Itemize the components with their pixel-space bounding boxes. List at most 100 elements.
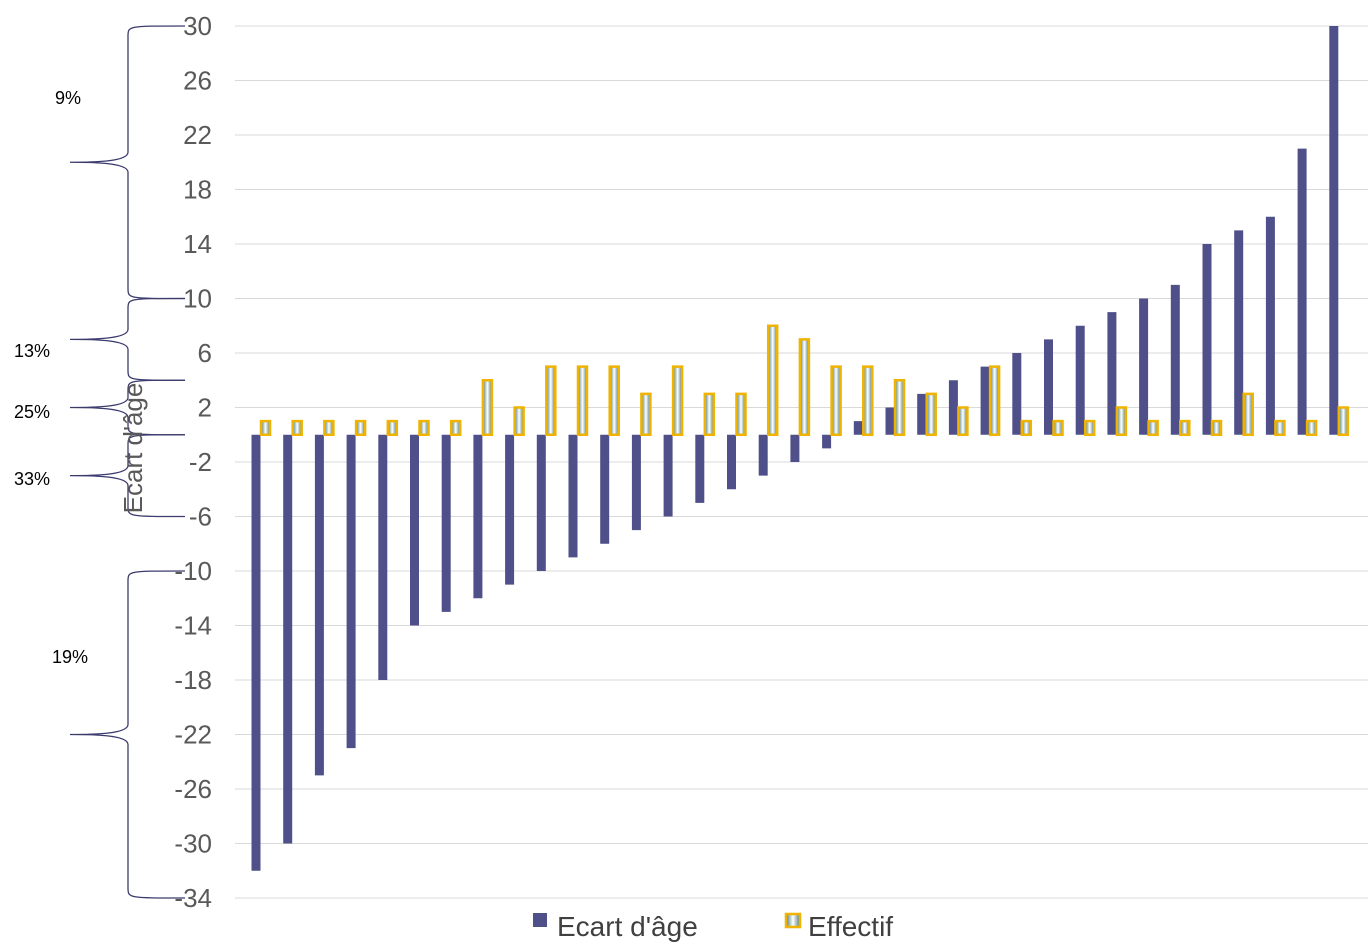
bar-ecart-age: [853, 421, 863, 435]
bar-ecart-age: [600, 434, 610, 544]
y-tick-label: 10: [183, 284, 212, 314]
bar-ecart-age: [283, 434, 293, 844]
bar-ecart-age: [822, 434, 832, 449]
legend-swatch-ecart-age: [533, 913, 547, 927]
bar-effectif: [1179, 419, 1191, 436]
bar-ecart-age: [1107, 312, 1117, 435]
y-axis-label: Ecart d'âge: [118, 383, 148, 514]
range-annotation-label: 19%: [52, 647, 88, 667]
y-tick-label: 26: [183, 66, 212, 96]
range-annotation-label: 25%: [14, 402, 50, 422]
legend: Ecart d'âge Effectif: [533, 911, 893, 942]
range-annotation-label: 13%: [14, 341, 50, 361]
legend-swatch-effectif: [784, 912, 802, 929]
y-tick-label: -26: [174, 774, 212, 804]
bar-ecart-age: [885, 407, 895, 435]
bar-effectif: [291, 419, 303, 436]
bar-ecart-age: [917, 393, 927, 435]
bar-effectif: [323, 419, 335, 436]
bar-effectif: [1052, 419, 1064, 436]
y-tick-label: -2: [189, 447, 212, 477]
y-tick-label: 2: [198, 393, 212, 423]
bar-effectif: [1115, 406, 1128, 436]
bar-effectif: [1083, 419, 1096, 436]
bar-effectif: [1274, 419, 1286, 436]
bar-effectif: [545, 365, 557, 436]
bar-effectif: [449, 419, 462, 436]
y-tick-label: -22: [174, 720, 212, 750]
bar-ecart-age: [1170, 284, 1180, 435]
bar-ecart-age: [663, 434, 673, 517]
range-annotations: 9% 13% 25% 33% 19%: [14, 25, 186, 899]
bar-ecart-age: [758, 434, 768, 476]
bar-ecart-age: [536, 434, 546, 571]
bar-ecart-age: [378, 434, 388, 680]
bar-ecart-age: [1265, 216, 1275, 435]
bar-ecart-age: [410, 434, 419, 626]
y-tick-label: 6: [198, 338, 212, 368]
legend-label-ecart-age: Ecart d'âge: [557, 911, 698, 942]
bar-effectif: [988, 365, 1001, 436]
range-brace: [69, 297, 186, 381]
y-tick-label: 30: [183, 11, 212, 41]
y-tick-label: 22: [183, 120, 212, 150]
y-tick-label: 18: [183, 175, 212, 205]
bar-ecart-age: [1139, 298, 1149, 435]
range-annotation-label: 33%: [14, 469, 50, 489]
range-brace: [69, 570, 186, 899]
bar-effectif: [830, 365, 842, 436]
bar-effectif: [1242, 392, 1254, 436]
bar-effectif: [925, 392, 937, 436]
y-tick-label: 14: [183, 229, 212, 259]
bar-ecart-age: [568, 434, 578, 558]
bar-effectif: [576, 365, 589, 436]
bar-effectif: [1210, 419, 1223, 436]
bar-effectif: [766, 324, 779, 436]
bar-ecart-age: [948, 380, 958, 435]
bar-ecart-age: [473, 434, 483, 599]
bar-effectif: [1147, 419, 1159, 436]
bar-ecart-age: [1202, 244, 1212, 435]
y-tick-label: -18: [174, 665, 212, 695]
bar-effectif: [1020, 419, 1033, 436]
y-tick-label: -6: [189, 502, 212, 532]
y-tick-label: -30: [174, 829, 212, 859]
bar-ecart-age: [346, 434, 356, 749]
bar-effectif: [481, 379, 494, 436]
bars: [251, 26, 1350, 871]
bar-effectif: [259, 419, 272, 436]
range-brace: [69, 25, 186, 300]
bar-ecart-age: [631, 434, 641, 531]
bar-ecart-age: [505, 434, 515, 585]
bar-effectif: [862, 365, 874, 436]
bar-ecart-age: [314, 434, 324, 776]
bar-ecart-age: [980, 366, 990, 435]
bar-effectif: [671, 365, 684, 436]
bar-effectif: [608, 365, 620, 436]
bar-ecart-age: [1012, 353, 1022, 435]
bar-ecart-age: [1297, 148, 1307, 435]
bar-effectif: [386, 419, 399, 436]
bar-ecart-age: [1234, 230, 1244, 435]
bar-effectif: [798, 338, 811, 436]
bar-ecart-age: [1044, 339, 1053, 435]
bar-effectif: [957, 406, 969, 436]
range-annotation-label: 9%: [55, 88, 81, 108]
bar-ecart-age: [727, 434, 736, 490]
bar-ecart-age: [1329, 26, 1339, 435]
bar-effectif: [354, 419, 367, 436]
bar-effectif: [703, 392, 716, 436]
bar-ecart-age: [695, 434, 705, 503]
bar-ecart-age: [790, 434, 800, 462]
bar-effectif: [893, 379, 906, 436]
legend-label-effectif: Effectif: [808, 911, 893, 942]
bar-effectif: [1305, 419, 1318, 436]
y-tick-label: -14: [174, 611, 212, 641]
bar-ecart-age: [251, 434, 261, 871]
bar-effectif: [418, 419, 430, 436]
bar-effectif: [1337, 406, 1350, 436]
bar-ecart-age: [1075, 325, 1085, 435]
range-brace: [69, 379, 186, 436]
bar-effectif: [735, 392, 747, 436]
